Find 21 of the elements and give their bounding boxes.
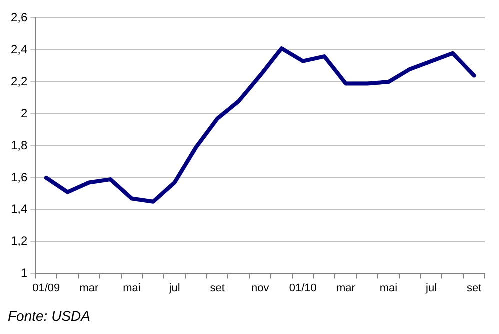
y-tick-label: 1,8 xyxy=(10,138,28,152)
y-tick-label: 2 xyxy=(20,106,28,120)
x-tick-label: nov xyxy=(251,282,270,294)
y-tick-label: 2,6 xyxy=(10,10,28,25)
x-tick-label: jul xyxy=(425,282,438,294)
x-tick-label: 01/09 xyxy=(32,282,60,294)
x-tick-label: 01/10 xyxy=(289,282,317,294)
y-tick-label: 2,4 xyxy=(10,42,28,56)
y-tick-label: 2,2 xyxy=(10,74,28,88)
x-tick-label: mar xyxy=(336,282,356,294)
x-tick-label: set xyxy=(210,282,225,294)
y-tick-label: 1,2 xyxy=(10,234,28,248)
y-tick-label: 1,4 xyxy=(10,202,28,216)
x-tick-label: mar xyxy=(80,282,99,294)
y-tick-label: 1 xyxy=(20,266,28,280)
x-tick-label: jul xyxy=(168,282,180,294)
x-tick-label: mai xyxy=(380,282,398,294)
source-note: Fonte: USDA xyxy=(8,308,92,324)
x-tick-label: set xyxy=(466,282,482,294)
x-tick-label: mai xyxy=(123,282,141,294)
y-tick-label: 1,6 xyxy=(10,170,28,184)
